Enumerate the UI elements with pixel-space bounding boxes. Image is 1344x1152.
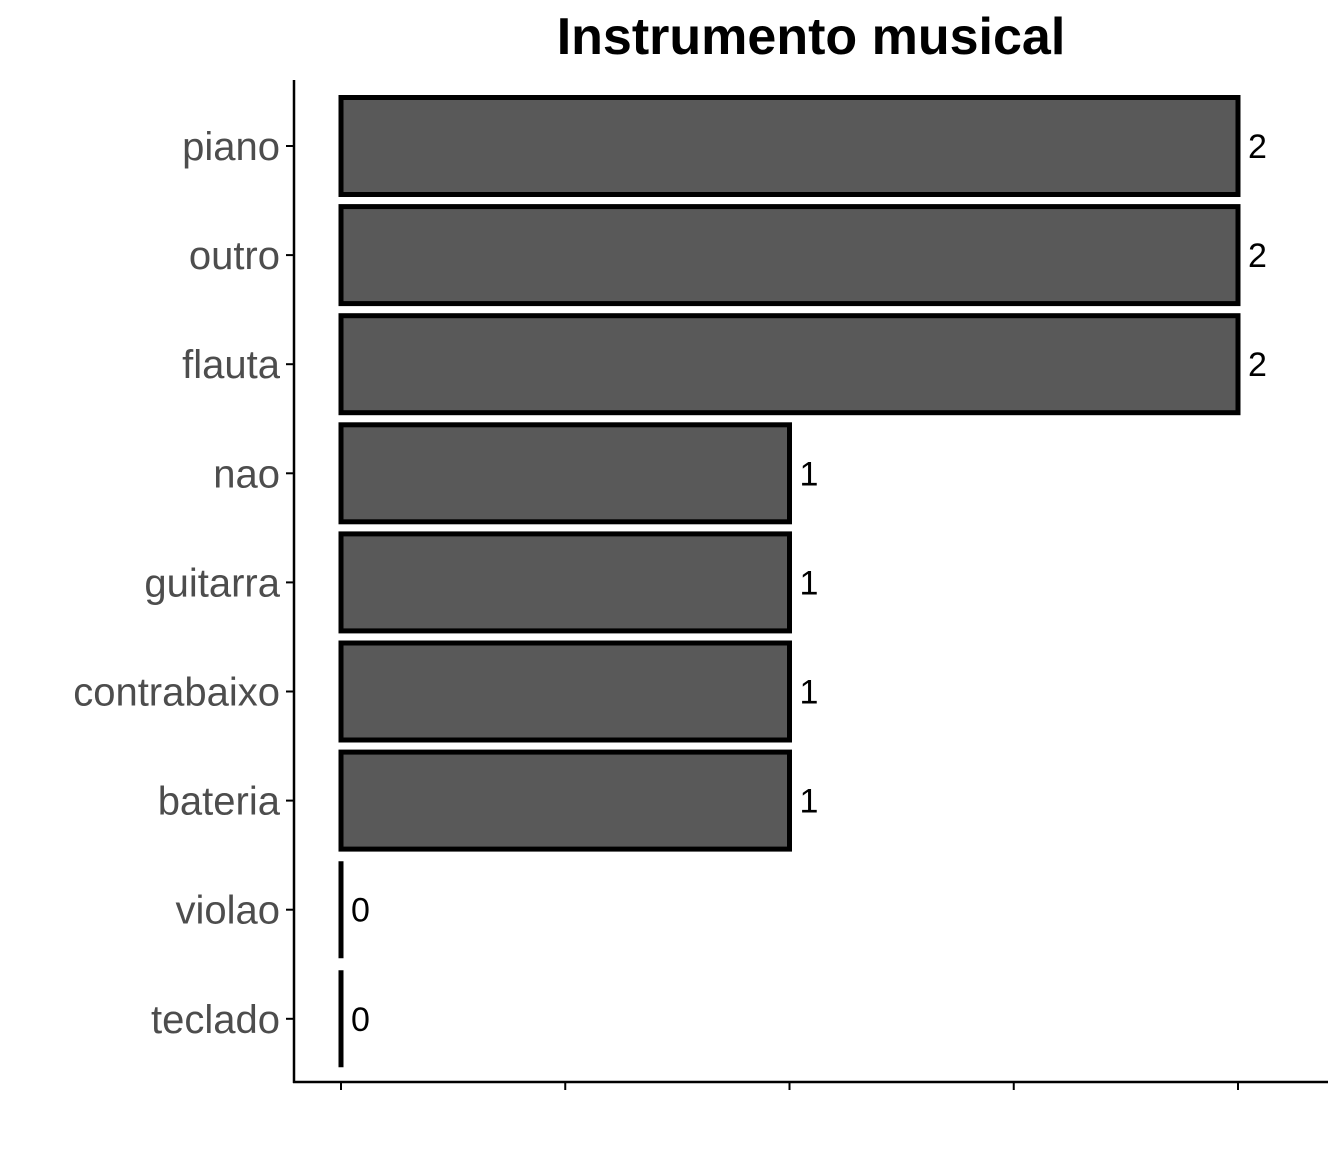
- data-label-flauta: 2: [1248, 346, 1267, 384]
- bar-bateria: [338, 749, 792, 852]
- category-label-contrabaixo: contrabaixo: [73, 671, 280, 715]
- data-label-bateria: 1: [800, 783, 819, 821]
- category-label-flauta: flauta: [182, 343, 281, 387]
- category-label-violao: violao: [175, 889, 280, 933]
- category-label-guitarra: guitarra: [144, 561, 280, 605]
- chart-title: Instrumento musical: [557, 8, 1066, 66]
- data-label-contrabaixo: 1: [800, 674, 819, 712]
- bar-nao: [338, 422, 792, 525]
- data-label-guitarra: 1: [800, 564, 819, 602]
- bar-contrabaixo: [338, 640, 792, 743]
- bar-piano: [338, 95, 1241, 197]
- bars-group: 2 2 2 1 1 1 1 0 0: [338, 95, 1267, 1068]
- y-axis: piano outro flauta nao guitarra contrabaixo ba…: [73, 80, 296, 1083]
- category-label-nao: nao: [213, 452, 280, 496]
- data-label-violao: 0: [351, 892, 370, 930]
- category-label-teclado: teclado: [151, 998, 280, 1042]
- bar-flauta: [338, 313, 1241, 416]
- data-label-nao: 1: [800, 455, 819, 493]
- data-label-piano: 2: [1248, 128, 1267, 166]
- category-label-outro: outro: [189, 234, 280, 278]
- category-label-piano: piano: [182, 125, 280, 169]
- x-axis: [293, 1080, 1328, 1090]
- category-label-bateria: bateria: [158, 780, 281, 824]
- bar-guitarra: [338, 531, 792, 634]
- data-label-teclado: 0: [351, 1001, 370, 1039]
- data-label-outro: 2: [1248, 237, 1267, 275]
- bar-outro: [338, 204, 1241, 307]
